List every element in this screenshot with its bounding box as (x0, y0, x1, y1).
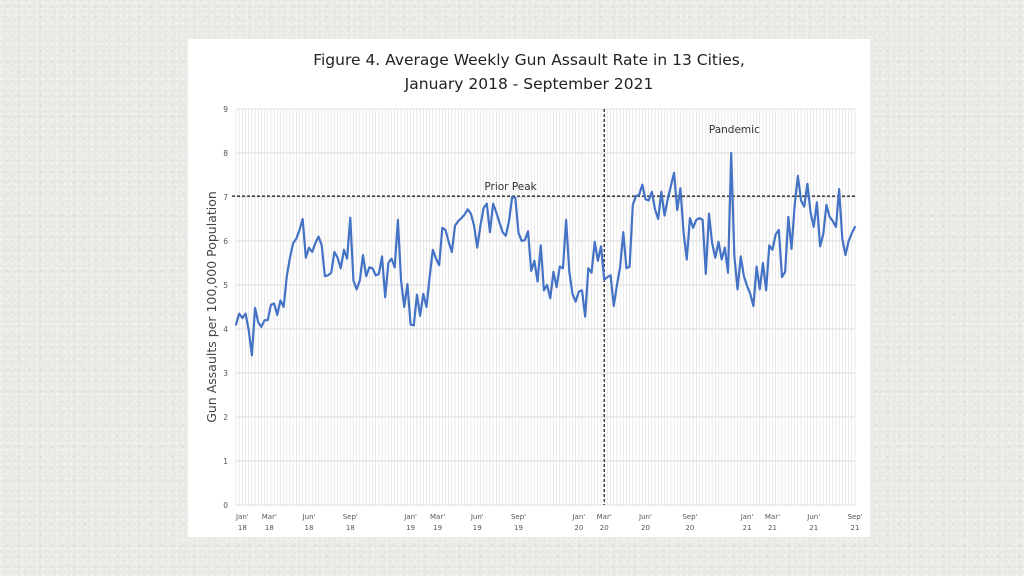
line-chart: 0 1 2 3 4 5 6 7 8 9 Jan' 18 Mar' 18 Jun' 18 Sep' 18 Jan' 1… (204, 105, 863, 532)
x-tick-label-month: Jan' (740, 513, 754, 521)
x-tick-label-year: 21 (851, 524, 860, 532)
horizontal-gridlines (236, 108, 855, 506)
x-tick-labels: Jan' 18 Mar' 18 Jun' 18 Sep' 18 Jan' 19 Mar' 19 Jun'… (235, 513, 863, 532)
x-tick-label-year: 20 (600, 524, 609, 532)
x-tick-label-year: 18 (238, 524, 247, 532)
x-tick-label-month: Jun' (302, 513, 316, 521)
y-tick-label: 2 (223, 413, 228, 422)
x-tick-label-month: Sep' (847, 513, 862, 521)
chart-title-line-2: January 2018 - September 2021 (404, 75, 654, 93)
y-tick-label: 8 (223, 149, 228, 158)
x-tick-label-month: Mar' (430, 513, 445, 521)
y-axis-label: Gun Assaults per 100,000 Population (204, 191, 219, 423)
y-tick-label: 0 (223, 501, 228, 510)
prior-peak-label: Prior Peak (484, 181, 537, 193)
x-tick-label-year: 20 (641, 524, 650, 532)
x-tick-label-month: Jun' (470, 513, 484, 521)
y-tick-label: 9 (223, 105, 228, 114)
chart-card: Figure 4. Average Weekly Gun Assault Rat… (188, 39, 870, 537)
y-tick-label: 6 (223, 237, 228, 246)
y-tick-label: 5 (223, 281, 228, 290)
series-line (234, 151, 857, 357)
x-tick-label-year: 21 (768, 524, 777, 532)
chart-title-line-1: Figure 4. Average Weekly Gun Assault Rat… (313, 51, 745, 69)
x-tick-label-year: 18 (346, 524, 355, 532)
pandemic-label: Pandemic (709, 124, 760, 136)
vertical-gridlines (235, 109, 856, 505)
x-tick-label-month: Mar' (765, 513, 780, 521)
y-tick-label: 7 (223, 193, 228, 202)
x-tick-label-year: 19 (473, 524, 482, 532)
x-tick-label-month: Mar' (597, 513, 612, 521)
y-tick-label: 4 (223, 325, 228, 334)
x-tick-label-month: Sep' (511, 513, 526, 521)
reference-lines: Prior Peak Pandemic (232, 109, 855, 505)
x-tick-label-month: Jun' (806, 513, 820, 521)
data-series (234, 151, 857, 357)
x-tick-label-month: Jan' (235, 513, 249, 521)
y-tick-label: 3 (223, 369, 228, 378)
x-tick-label-year: 21 (809, 524, 818, 532)
x-tick-label-year: 20 (574, 524, 583, 532)
x-tick-label-month: Jan' (403, 513, 417, 521)
x-tick-label-year: 18 (265, 524, 274, 532)
x-tick-label-year: 18 (305, 524, 314, 532)
x-tick-label-month: Jun' (638, 513, 652, 521)
x-tick-label-month: Sep' (343, 513, 358, 521)
x-tick-label-year: 19 (514, 524, 523, 532)
x-tick-label-year: 20 (685, 524, 694, 532)
y-tick-labels: 0 1 2 3 4 5 6 7 8 9 (223, 105, 228, 510)
y-tick-label: 1 (223, 457, 228, 466)
x-tick-label-month: Jan' (571, 513, 585, 521)
x-tick-label-month: Sep' (682, 513, 697, 521)
x-tick-label-year: 21 (743, 524, 752, 532)
x-tick-label-year: 19 (433, 524, 442, 532)
x-tick-label-month: Mar' (262, 513, 277, 521)
x-tick-label-year: 19 (406, 524, 415, 532)
